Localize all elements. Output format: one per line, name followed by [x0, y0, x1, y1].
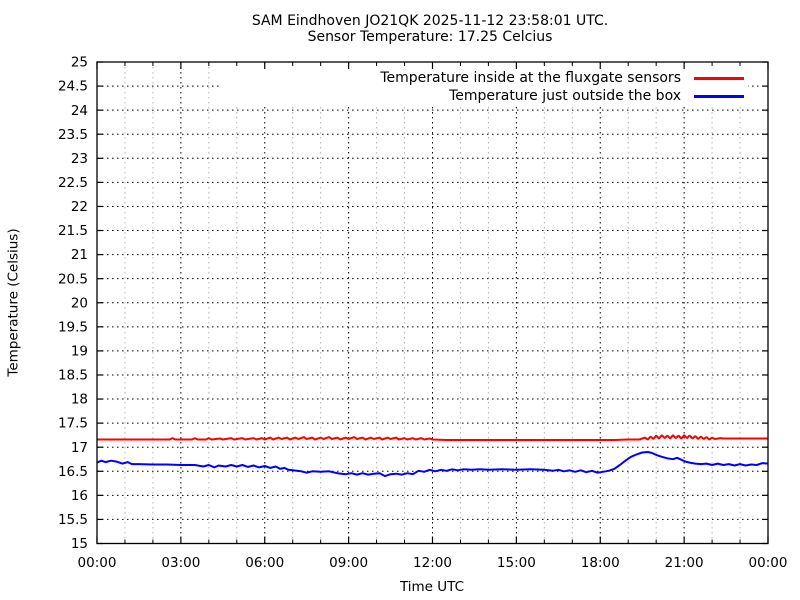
- y-tick-label: 22.5: [58, 175, 88, 191]
- legend-backing-box: [221, 63, 748, 105]
- series-line-outside: [96, 451, 769, 478]
- series-line-inside: [97, 434, 768, 441]
- y-tick-label: 24: [71, 103, 88, 119]
- y-tick-label: 15.5: [58, 512, 88, 528]
- y-tick-label: 22: [71, 199, 88, 215]
- y-tick-label: 15: [71, 536, 88, 552]
- chart-title: SAM Eindhoven JO21QK 2025-11-12 23:58:01…: [251, 13, 609, 29]
- x-axis-label: Time UTC: [399, 579, 465, 595]
- x-tick-label: 12:00: [413, 555, 452, 571]
- x-tick-label: 00:00: [78, 555, 117, 571]
- legend-label-outside: Temperature just outside the box: [449, 88, 681, 104]
- red-line-sample-icon: [694, 76, 744, 80]
- y-tick-label: 17: [71, 440, 88, 456]
- legend-entry-inside: Temperature inside at the fluxgate senso…: [380, 69, 744, 87]
- x-tick-label: 06:00: [245, 555, 284, 571]
- x-tick-label: 18:00: [581, 555, 620, 571]
- y-tick-label: 20: [71, 295, 88, 311]
- y-tick-label: 23: [71, 151, 88, 167]
- x-tick-label: 15:00: [497, 555, 536, 571]
- y-tick-label: 21: [71, 247, 88, 263]
- x-tick-label: 21:00: [665, 555, 704, 571]
- y-axis-label: Temperature (Celsius): [5, 228, 22, 377]
- y-tick-label: 24.5: [58, 79, 88, 95]
- x-tick-label: 09:00: [329, 555, 368, 571]
- legend: Temperature inside at the fluxgate senso…: [380, 69, 744, 105]
- legend-entry-outside: Temperature just outside the box: [449, 87, 744, 105]
- y-tick-label: 21.5: [58, 223, 88, 239]
- blue-line-sample-icon: [694, 94, 744, 98]
- y-tick-label: 25: [71, 55, 88, 71]
- legend-label-inside: Temperature inside at the fluxgate senso…: [380, 70, 681, 86]
- chart-subtitle: Sensor Temperature: 17.25 Celcius: [307, 29, 553, 45]
- y-tick-label: 23.5: [58, 127, 88, 143]
- y-tick-label: 18.5: [58, 368, 88, 384]
- y-tick-label: 18: [71, 392, 88, 408]
- y-tick-label: 19.5: [58, 319, 88, 335]
- y-tick-label: 19: [71, 344, 88, 360]
- y-tick-label: 17.5: [58, 416, 88, 432]
- y-tick-label: 16: [71, 488, 88, 504]
- y-tick-label: 16.5: [58, 464, 88, 480]
- y-tick-label: 20.5: [58, 271, 88, 287]
- x-tick-label: 00:00: [749, 555, 788, 571]
- x-tick-label: 03:00: [161, 555, 200, 571]
